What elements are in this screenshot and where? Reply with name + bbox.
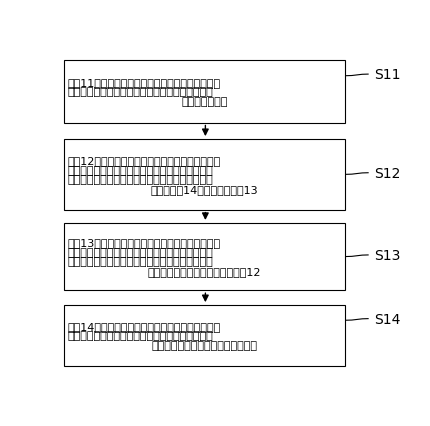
Text: 束入射至检测区域，返回上述步骤12: 束入射至检测区域，返回上述步骤12 <box>148 266 261 276</box>
Text: 入射至检测区域: 入射至检测区域 <box>181 97 228 106</box>
FancyBboxPatch shape <box>64 61 345 123</box>
FancyBboxPatch shape <box>64 305 345 366</box>
Text: 光束的能量和位置信息对应的全息图生成多束激光: 光束的能量和位置信息对应的全息图生成多束激光 <box>67 331 213 341</box>
Text: S12: S12 <box>374 166 400 180</box>
Text: 步骤11：系统初始化，得到输出光场的全息图，并: 步骤11：系统初始化，得到输出光场的全息图，并 <box>67 78 220 88</box>
Text: 调制，根据调制后的能量和位置信息生成新的全息: 调制，根据调制后的能量和位置信息生成新的全息 <box>67 247 213 257</box>
Text: S14: S14 <box>374 312 400 326</box>
Text: 步骤12：依次检测入射至不同平面的所有激光束的: 步骤12：依次检测入射至不同平面的所有激光束的 <box>67 155 220 166</box>
Text: 步骤14：根据实时状态与预设状态相匹配的所有激: 步骤14：根据实时状态与预设状态相匹配的所有激 <box>67 321 220 331</box>
Text: S11: S11 <box>374 68 400 82</box>
Text: 束，多束所述激光束入射至目标区域: 束，多束所述激光束入射至目标区域 <box>151 340 258 350</box>
Text: 图，并根据新的全息图生成新的激光束，新的激光: 图，并根据新的全息图生成新的激光束，新的激光 <box>67 257 213 267</box>
FancyBboxPatch shape <box>64 140 345 210</box>
Text: 位置信息与对应的预设信息是否匹配，如果匹配，: 位置信息与对应的预设信息是否匹配，如果匹配， <box>67 175 213 185</box>
Text: 能量和位置信息，并判断每束激光束的实时能量和: 能量和位置信息，并判断每束激光束的实时能量和 <box>67 165 213 175</box>
Text: 则进入步骤14，否则进入步骤13: 则进入步骤14，否则进入步骤13 <box>151 184 258 194</box>
Text: 步骤13：对不匹配的激光束的能量和位置信息进行: 步骤13：对不匹配的激光束的能量和位置信息进行 <box>67 238 220 248</box>
FancyBboxPatch shape <box>64 223 345 291</box>
Text: 根据所述全息图生成多束激光束，多束所述激光束: 根据所述全息图生成多束激光束，多束所述激光束 <box>67 87 213 97</box>
Text: S13: S13 <box>374 248 400 262</box>
